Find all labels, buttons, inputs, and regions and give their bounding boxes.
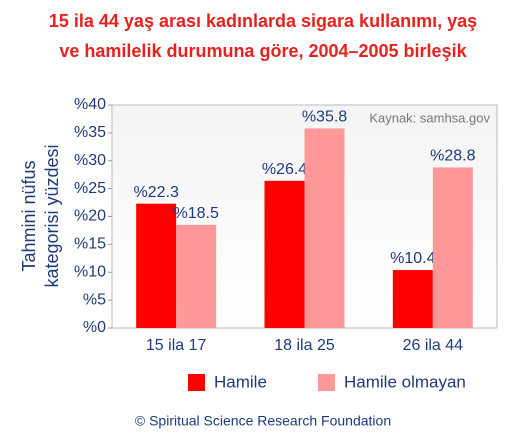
bar [176, 224, 217, 328]
value-label: %10.4 [390, 250, 435, 267]
y-tick-label: %20 [74, 208, 106, 225]
bar [304, 128, 345, 328]
chart-title: 15 ila 44 yaş arası kadınlarda sigara ku… [49, 11, 477, 31]
legend-swatch [188, 374, 205, 391]
chart-title: ve hamilelik durumuna göre, 2004–2005 bi… [59, 41, 467, 61]
bar [432, 167, 473, 328]
value-label: %28.8 [430, 148, 475, 165]
y-tick-label: %0 [83, 319, 106, 336]
y-axis-label: kategorisi yüzdesi [42, 144, 62, 287]
footer: © Spiritual Science Research Foundation [135, 413, 391, 429]
value-label: %26.4 [262, 161, 307, 178]
value-label: %18.5 [173, 205, 218, 222]
annotation: Kaynak: samhsa.gov [369, 110, 490, 125]
y-axis-label: Tahmini nüfus [19, 160, 39, 271]
legend-label: Hamile [214, 372, 267, 391]
value-label: %35.8 [302, 109, 347, 126]
value-label: %22.3 [133, 184, 178, 201]
y-tick-label: %5 [83, 291, 106, 308]
y-tick-label: %15 [74, 236, 106, 253]
y-tick-label: %30 [74, 152, 106, 169]
y-tick-label: %40 [74, 96, 106, 113]
x-tick-label: 18 ila 25 [274, 337, 335, 354]
y-tick-label: %35 [74, 124, 106, 141]
bar [264, 180, 305, 328]
bar [136, 203, 177, 328]
bar [392, 270, 433, 328]
legend-label: Hamile olmayan [344, 372, 466, 391]
y-tick-label: %10 [74, 263, 106, 280]
x-tick-label: 15 ila 17 [146, 337, 207, 354]
x-tick-label: 26 ila 44 [403, 337, 464, 354]
y-tick-label: %25 [74, 180, 106, 197]
legend-swatch [318, 374, 335, 391]
